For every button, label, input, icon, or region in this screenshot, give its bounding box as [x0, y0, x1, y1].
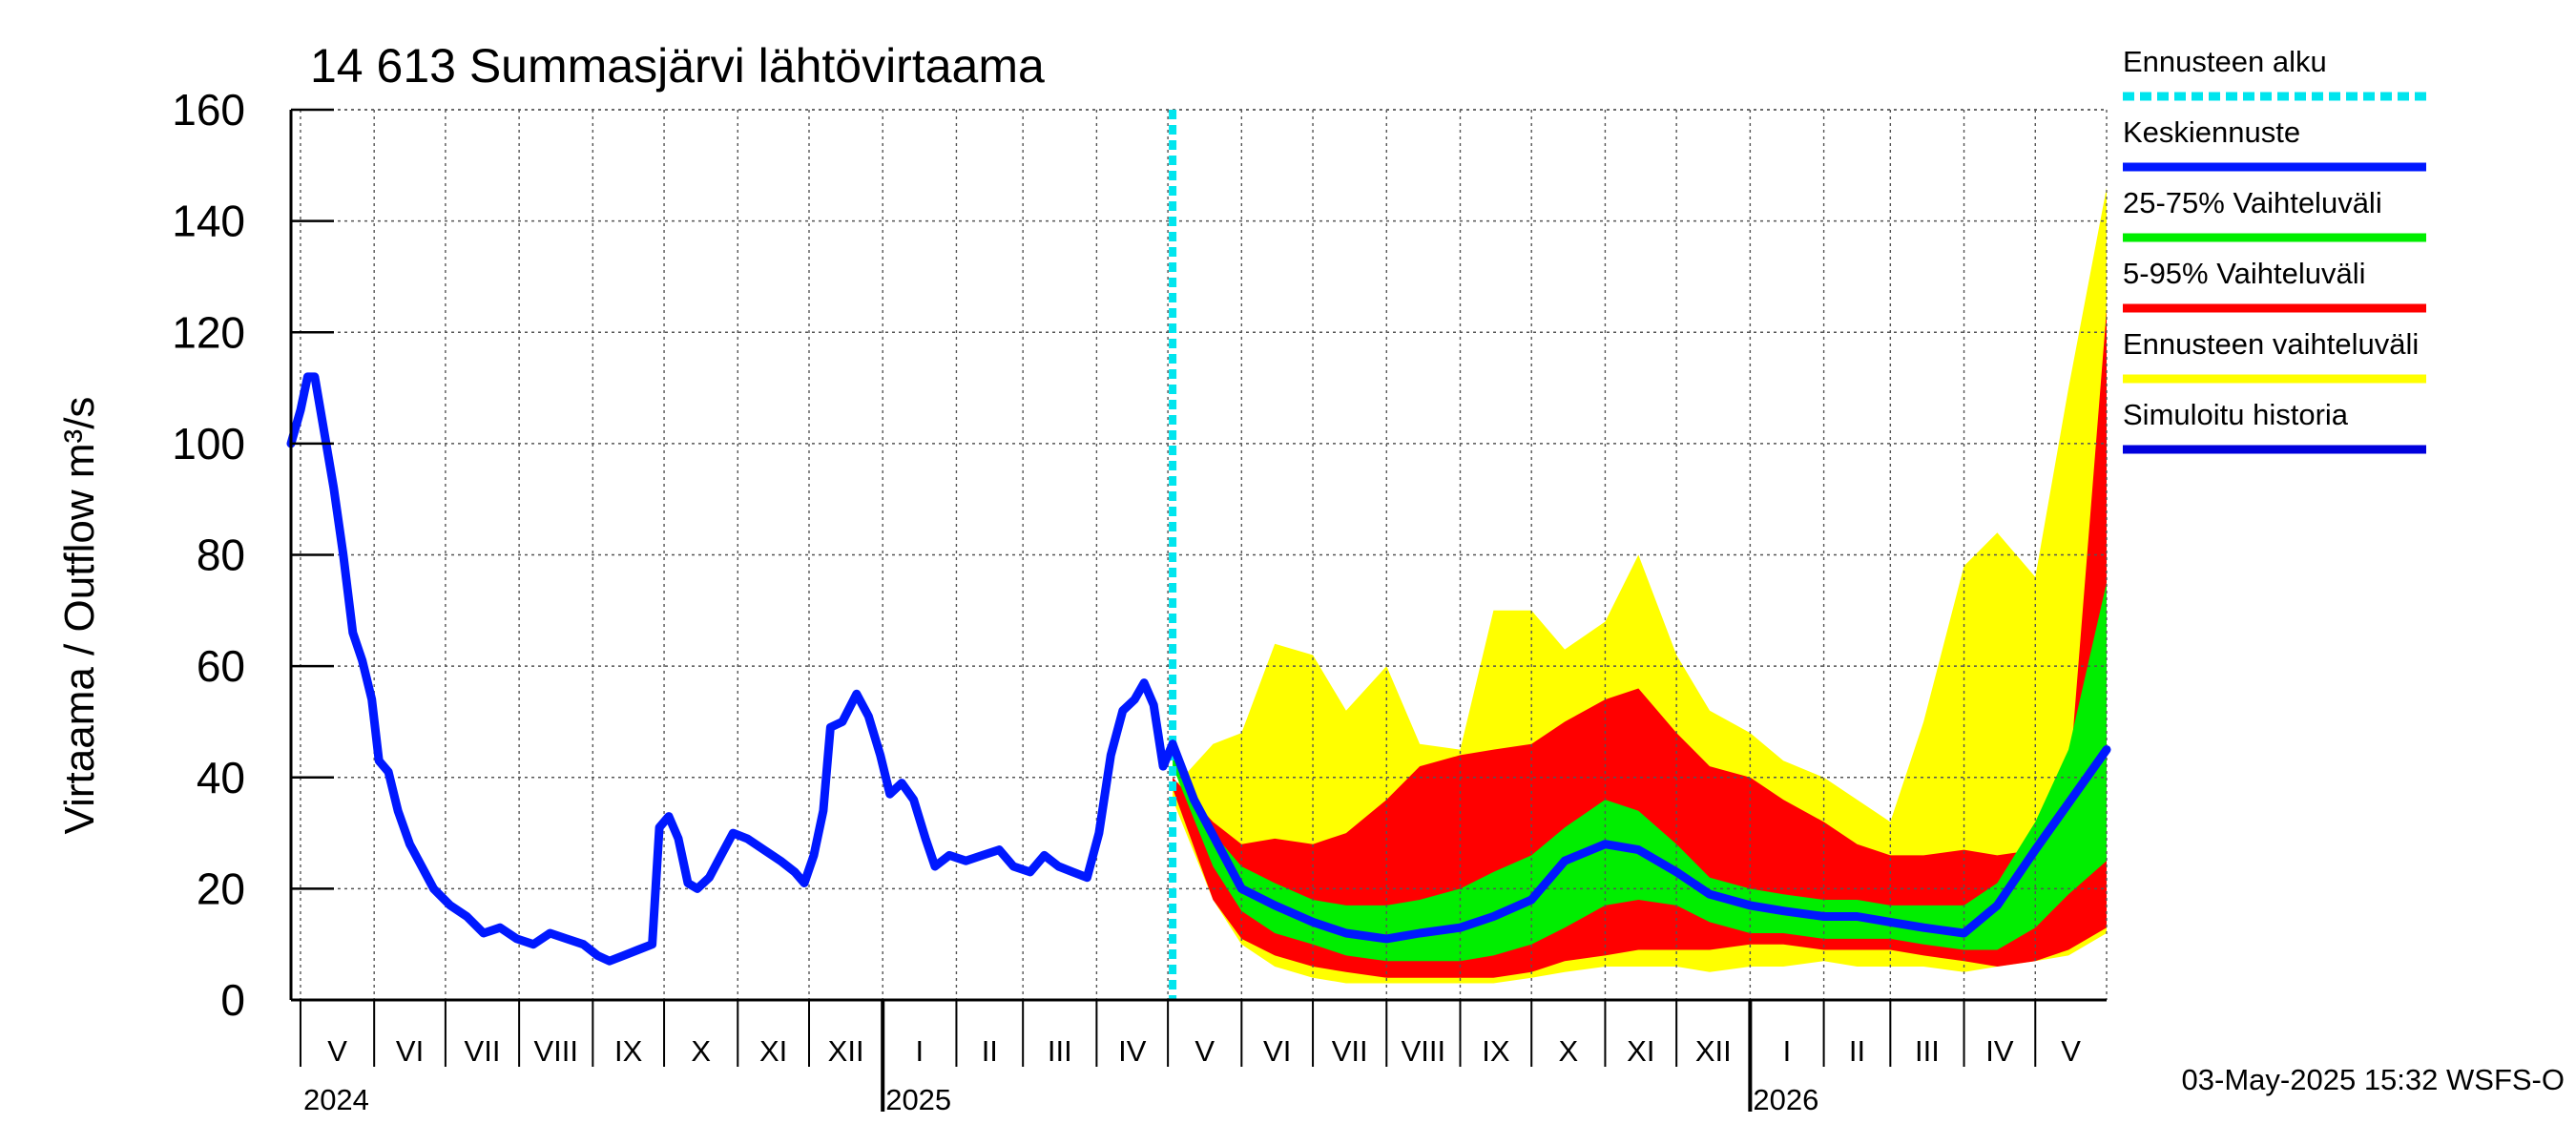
series-line-0 [286, 372, 1177, 966]
y-tick-label-6: 120 [172, 307, 245, 357]
month-label-13: VI [1263, 1034, 1291, 1068]
legend-label-2: 25-75% Vaihteluväli [2123, 186, 2382, 219]
band-2 [1173, 582, 2107, 962]
y-axis-label: Virtaama / Outflow m³/s [56, 397, 103, 835]
month-label-15: VIII [1402, 1034, 1446, 1068]
y-tick-label-3: 60 [197, 641, 245, 691]
legend-label-0: Ennusteen alku [2123, 45, 2327, 78]
month-label-7: XII [828, 1034, 864, 1068]
month-label-22: III [1915, 1034, 1940, 1068]
month-label-19: XII [1695, 1034, 1732, 1068]
month-label-2: VII [465, 1034, 501, 1068]
y-tick-label-5: 100 [172, 419, 245, 468]
month-label-4: IX [614, 1034, 643, 1068]
year-label-1: 2025 [885, 1083, 951, 1116]
month-label-16: IX [1482, 1034, 1510, 1068]
month-label-20: I [1783, 1034, 1792, 1068]
month-label-11: IV [1118, 1034, 1147, 1068]
footer-timestamp: 03-May-2025 15:32 WSFS-O [2182, 1063, 2565, 1096]
forecast-bands [1173, 187, 2107, 984]
month-label-1: VI [396, 1034, 424, 1068]
chart-title: 14 613 Summasjärvi lähtövirtaama [310, 39, 1045, 93]
month-label-18: XI [1627, 1034, 1654, 1068]
month-label-3: VIII [533, 1034, 578, 1068]
legend-label-3: 5-95% Vaihteluväli [2123, 257, 2365, 290]
y-tick-label-8: 160 [172, 85, 245, 135]
month-label-6: XI [759, 1034, 787, 1068]
month-label-17: X [1558, 1034, 1578, 1068]
y-tick-label-4: 80 [197, 531, 245, 580]
legend: Ennusteen alku Keskiennuste 25-75% Vaihtel… [2123, 45, 2426, 454]
legend-label-4: Ennusteen vaihteluväli [2123, 327, 2419, 361]
year-label-2: 2026 [1753, 1083, 1818, 1116]
y-tick-label-1: 20 [197, 864, 245, 913]
y-tick-label-0: 0 [220, 975, 245, 1025]
y-tick-label-7: 140 [172, 197, 245, 246]
band-1 [1173, 309, 2107, 978]
year-label-0: 2024 [303, 1083, 369, 1116]
month-label-9: II [982, 1034, 998, 1068]
legend-label-5: Simuloitu historia [2123, 398, 2349, 431]
month-label-8: I [916, 1034, 924, 1068]
month-label-5: X [691, 1034, 711, 1068]
series-line-1 [1168, 739, 2111, 944]
month-label-0: V [327, 1034, 347, 1068]
month-label-10: III [1048, 1034, 1072, 1068]
month-label-23: IV [1985, 1034, 2014, 1068]
legend-label-1: Keskiennuste [2123, 115, 2300, 149]
month-label-24: V [2061, 1034, 2081, 1068]
month-label-21: II [1849, 1034, 1865, 1068]
month-label-12: V [1195, 1034, 1215, 1068]
month-label-14: VII [1332, 1034, 1368, 1068]
series-lines [286, 110, 2111, 1000]
y-tick-label-2: 40 [197, 753, 245, 802]
